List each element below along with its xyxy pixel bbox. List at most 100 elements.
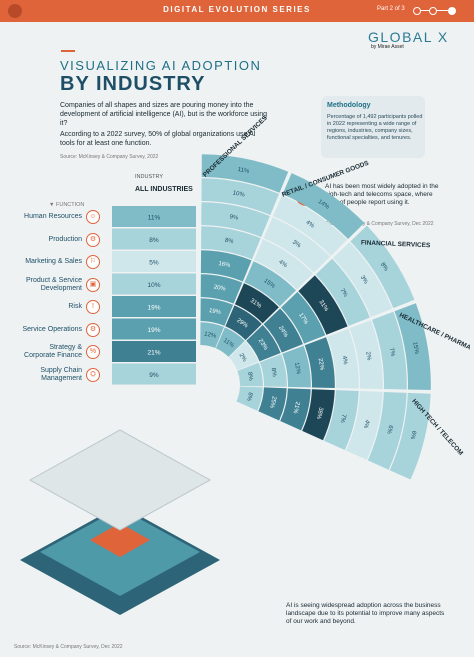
cell-financial-services-human-resources — [350, 225, 415, 309]
value-all-industries-human-resources: 11% — [148, 214, 161, 221]
cell-financial-services-risk — [280, 291, 326, 344]
value-retail-consumer-goods-marketing-sales: 3% — [291, 239, 302, 249]
footer-source: Source: McKinsey & Company Survey, Dec 2… — [14, 644, 123, 650]
cell-high-tech-telecom-human-resources — [389, 392, 431, 480]
cell-high-tech-telecom-production — [367, 391, 407, 470]
cell-retail-consumer-goods-human-resources — [282, 173, 365, 239]
cell-all-industries-marketing-sales — [112, 251, 196, 272]
industry-label-financial-services: FINANCIAL SERVICES — [361, 239, 431, 249]
value-healthcare-pharma-marketing-sales: 2% — [364, 351, 371, 361]
function-label-product-service-development: Product & Service Development — [25, 276, 82, 292]
cell-retail-consumer-goods-product-service-development — [253, 239, 314, 290]
value-professional-services-supply-chain-management: 12% — [204, 331, 218, 339]
cell-retail-consumer-goods-strategy-corporate-finance — [225, 305, 262, 341]
methodology-box: Methodology Percentage of 1,492 particip… — [321, 96, 425, 158]
cell-healthcare-pharma-supply-chain-management — [237, 362, 263, 387]
value-financial-services-supply-chain-management: 2% — [238, 353, 248, 364]
value-retail-consumer-goods-supply-chain-management: 11% — [222, 338, 235, 350]
value-all-industries-strategy-corporate-finance: 21% — [147, 349, 160, 356]
cell-high-tech-telecom-supply-chain-management — [236, 386, 263, 411]
value-high-tech-telecom-marketing-sales: 4% — [362, 419, 370, 429]
value-financial-services-product-service-development: 31% — [317, 299, 329, 313]
value-healthcare-pharma-production: 7% — [388, 347, 395, 357]
value-professional-services-strategy-corporate-finance: 19% — [208, 308, 222, 316]
value-healthcare-pharma-strategy-corporate-finance: 8% — [270, 368, 277, 378]
function-label-strategy-corporate-finance: Strategy & Corporate Finance — [24, 344, 82, 360]
function-label-service-operations: Service Operations — [22, 325, 82, 333]
cell-all-industries-human-resources — [112, 206, 196, 227]
title-accent — [61, 50, 75, 52]
cell-financial-services-marketing-sales — [315, 258, 370, 326]
intro-paragraph-2: According to a 2022 survey, 50% of globa… — [60, 131, 256, 147]
cell-financial-services-production — [333, 242, 393, 318]
value-high-tech-telecom-service-operations: 21% — [291, 401, 300, 415]
cell-high-tech-telecom-marketing-sales — [345, 391, 383, 460]
value-high-tech-telecom-product-service-development: 7% — [338, 413, 346, 423]
value-retail-consumer-goods-product-service-development: 4% — [277, 259, 288, 269]
function-label-risk: Risk — [68, 303, 82, 311]
cell-healthcare-pharma-strategy-corporate-finance — [259, 354, 287, 387]
cell-financial-services-supply-chain-management — [228, 341, 259, 371]
cell-professional-services-strategy-corporate-finance — [200, 298, 234, 326]
cell-professional-services-marketing-sales — [201, 202, 270, 238]
value-professional-services-service-operations: 20% — [213, 284, 227, 292]
value-professional-services-human-resources: 11% — [237, 167, 250, 175]
value-healthcare-pharma-human-resources: 15% — [411, 342, 419, 356]
cell-all-industries-production — [112, 228, 196, 250]
cell-professional-services-supply-chain-management — [200, 322, 225, 349]
cell-retail-consumer-goods-service-operations — [234, 283, 279, 324]
cell-all-industries-risk — [112, 296, 196, 317]
part-dot-1 — [413, 7, 421, 15]
value-high-tech-telecom-strategy-corporate-finance: 25% — [268, 395, 277, 409]
value-high-tech-telecom-production: 6% — [385, 424, 393, 434]
value-high-tech-telecom-human-resources: 6% — [409, 430, 417, 440]
value-healthcare-pharma-risk: 22% — [317, 358, 325, 372]
box-icon: ▣ — [86, 277, 100, 292]
value-all-industries-supply-chain-management: 9% — [149, 372, 159, 379]
value-professional-services-product-service-development: 8% — [224, 238, 234, 246]
cell-healthcare-pharma-marketing-sales — [349, 320, 383, 389]
chip-core-icon — [90, 523, 150, 557]
methodology-title: Methodology — [327, 102, 371, 109]
value-all-industries-marketing-sales: 5% — [149, 259, 159, 266]
value-all-industries-product-service-development: 10% — [147, 282, 160, 289]
cell-high-tech-telecom-service-operations — [280, 388, 311, 431]
value-all-industries-service-operations: 19% — [147, 327, 160, 334]
value-financial-services-service-operations: 24% — [277, 325, 289, 339]
cell-professional-services-product-service-development — [201, 226, 261, 260]
ai-chip-illustration — [20, 429, 220, 615]
cell-financial-services-strategy-corporate-finance — [246, 325, 281, 362]
value-healthcare-pharma-supply-chain-management: 8% — [246, 372, 253, 382]
value-high-tech-telecom-risk: 38% — [315, 406, 324, 420]
cell-professional-services-production — [201, 178, 280, 215]
cell-high-tech-telecom-product-service-development — [324, 390, 359, 451]
settings-icon: ⚙ — [86, 322, 100, 337]
cell-retail-consumer-goods-marketing-sales — [263, 217, 331, 273]
function-label-supply-chain-management: Supply Chain Management — [40, 366, 82, 382]
series-logo-icon — [8, 4, 22, 18]
top-bar: DIGITAL EVOLUTION SERIES Part 2 of 3 — [0, 0, 474, 22]
cell-professional-services-service-operations — [200, 274, 243, 304]
intro-source: Source: McKinsey & Company Survey, 2022 — [60, 154, 159, 160]
cell-healthcare-pharma-human-resources — [394, 303, 431, 391]
value-professional-services-marketing-sales: 9% — [229, 214, 239, 222]
title-sub: VISUALIZING AI ADOPTION — [60, 58, 262, 73]
percent-icon: % — [86, 345, 100, 360]
supply-chain-icon: ⛭ — [86, 367, 100, 382]
gear-icon: ⚙ — [86, 232, 100, 247]
cell-all-industries-strategy-corporate-finance — [112, 341, 196, 362]
part-dot-2 — [429, 7, 437, 15]
value-financial-services-risk: 17% — [297, 312, 309, 326]
cell-healthcare-pharma-product-service-development — [327, 328, 359, 389]
value-financial-services-human-resources: 8% — [379, 262, 389, 273]
cell-professional-services-human-resources — [201, 154, 289, 193]
methodology-body: Percentage of 1,492 participants polled … — [327, 114, 423, 141]
cell-healthcare-pharma-service-operations — [282, 345, 311, 388]
cell-high-tech-telecom-risk — [302, 389, 335, 441]
cell-financial-services-service-operations — [263, 308, 303, 353]
cell-all-industries-service-operations — [112, 318, 196, 340]
brand-sub: by Mirae Asset — [371, 44, 404, 50]
function-label-marketing-sales: Marketing & Sales — [25, 258, 82, 266]
cell-retail-consumer-goods-supply-chain-management — [215, 327, 245, 357]
